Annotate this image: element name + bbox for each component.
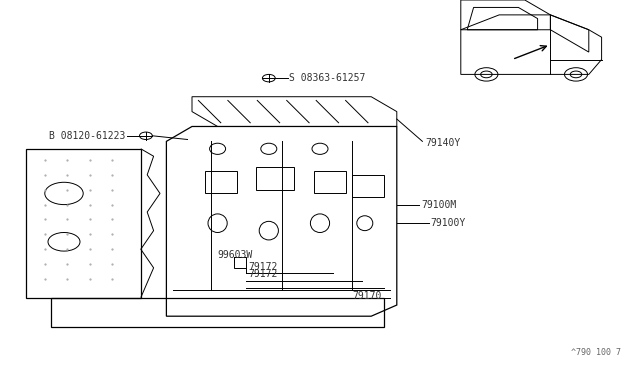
Text: 79100M: 79100M [421,200,456,209]
Text: ^790 100 7: ^790 100 7 [571,348,621,357]
Text: 79100Y: 79100Y [431,218,466,228]
Text: 79170: 79170 [352,291,381,301]
Text: 99603W: 99603W [218,250,253,260]
Text: S 08363-61257: S 08363-61257 [289,73,365,83]
Text: B 08120-61223: B 08120-61223 [49,131,125,141]
Text: 79172: 79172 [248,262,278,272]
Text: 79172: 79172 [248,269,278,279]
Text: 79140Y: 79140Y [426,138,461,148]
